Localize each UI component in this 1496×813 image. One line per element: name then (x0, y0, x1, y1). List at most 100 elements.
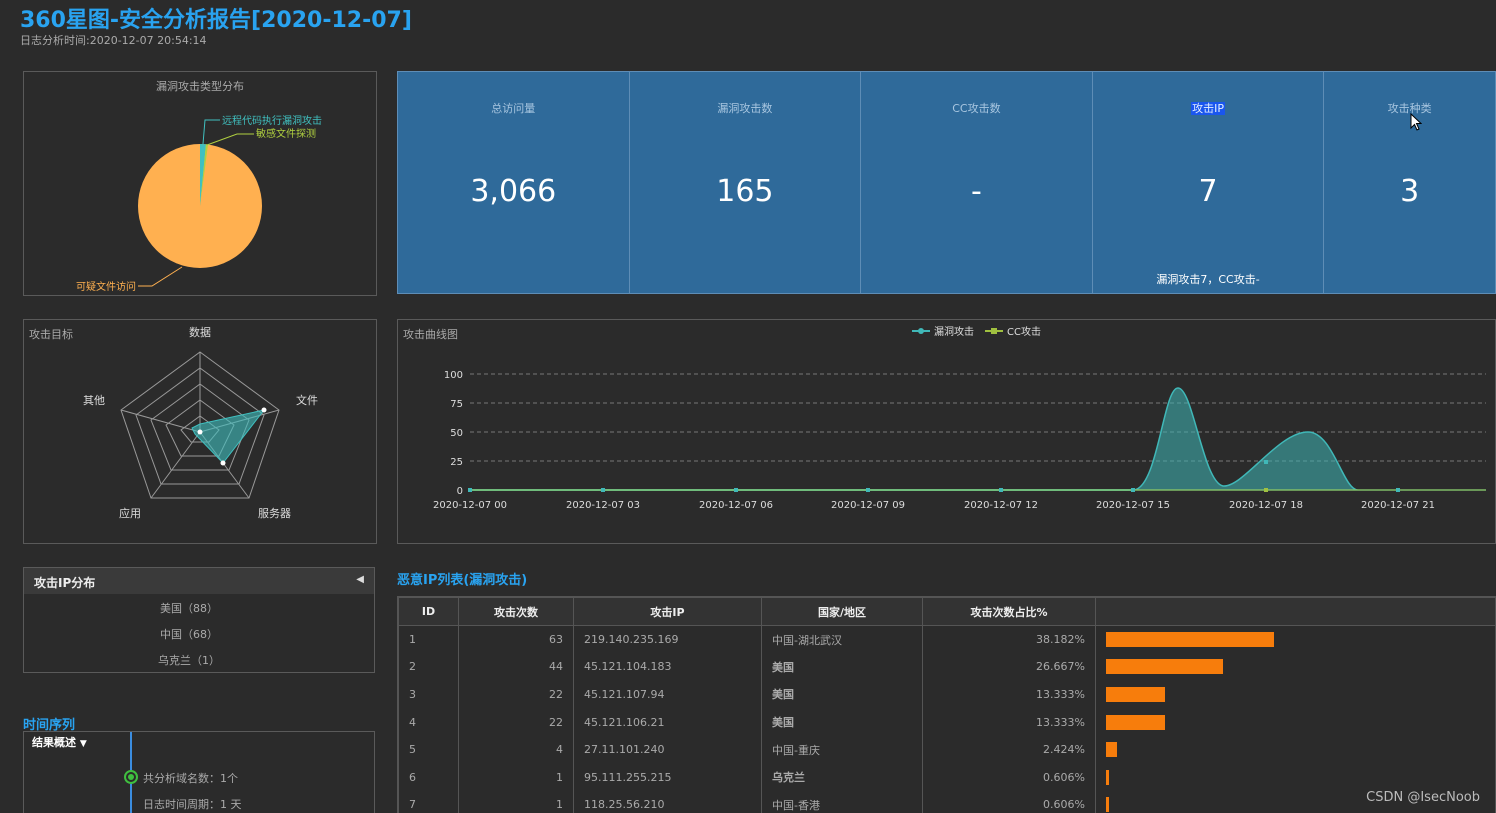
pct-cell: 13.333% (922, 680, 1096, 709)
pie-slice[interactable] (200, 144, 208, 206)
table-row[interactable]: 1 63 219.140.235.169 中国-湖北武汉 38.182% (398, 625, 1495, 654)
table-row[interactable]: 2 44 45.121.104.183 美国 26.667% (398, 653, 1495, 681)
pie-label: 远程代码执行漏洞攻击 (222, 114, 322, 127)
count-cell: 22 (458, 680, 574, 709)
stat-sub: 漏洞攻击7，CC攻击- (1156, 273, 1260, 286)
timeline-node-icon[interactable] (124, 770, 138, 784)
ip-cell: 95.111.255.215 (573, 763, 762, 792)
radar-axis-label: 其他 (83, 394, 105, 407)
legend-label: 漏洞攻击 (934, 325, 974, 338)
line-legend[interactable]: 漏洞攻击 CC攻击 (912, 325, 1041, 338)
y-tick-label: 100 (444, 370, 463, 381)
series-points[interactable] (468, 460, 1400, 492)
table-row[interactable]: 3 22 45.121.107.94 美国 13.333% (398, 680, 1495, 709)
count-cell: 44 (458, 653, 574, 681)
pct-bar (1106, 797, 1109, 813)
pct-bar-cell (1095, 680, 1495, 709)
id-cell: 1 (398, 625, 459, 654)
stat-attack-types[interactable]: 攻击种类 3 (1324, 72, 1495, 293)
x-tick-label: 2020-12-07 00 (433, 500, 507, 511)
count-cell: 1 (458, 763, 574, 792)
table-row[interactable]: 4 22 45.121.106.21 美国 13.333% (398, 708, 1495, 736)
count-cell: 22 (458, 708, 574, 736)
radar-point[interactable] (261, 407, 267, 413)
table-row[interactable]: 6 1 95.111.255.215 乌克兰 0.606% (398, 763, 1495, 792)
summary-label: 结果概述 (32, 736, 76, 749)
series-vuln-area[interactable] (1132, 387, 1486, 491)
table-header-row: ID 攻击次数 攻击IP 国家/地区 攻击次数占比% (398, 597, 1495, 626)
stat-value: 3,066 (470, 174, 557, 209)
x-tick-label: 2020-12-07 09 (831, 500, 905, 511)
y-tick-label: 25 (450, 457, 463, 468)
stat-vuln-attacks[interactable]: 漏洞攻击数 165 (629, 72, 862, 293)
x-tick-label: 2020-12-07 18 (1229, 500, 1303, 511)
region-cell: 乌克兰 (761, 763, 923, 792)
pct-cell: 0.606% (922, 763, 1096, 792)
ip-table-wrap: ID 攻击次数 攻击IP 国家/地区 攻击次数占比% 1 63 219.140.23… (397, 596, 1496, 813)
ip-cell: 27.11.101.240 (573, 735, 762, 764)
x-tick-label: 2020-12-07 21 (1361, 500, 1435, 511)
pct-bar (1106, 686, 1165, 702)
y-tick-label: 0 (457, 486, 463, 497)
column-header[interactable]: ID (398, 597, 459, 626)
line-title: 攻击曲线图 (403, 328, 458, 341)
stat-cc-attacks[interactable]: CC攻击数 - (861, 72, 1093, 293)
pct-cell: 13.333% (922, 708, 1096, 736)
legend-label: CC攻击 (1007, 325, 1041, 338)
radar-axis-label: 数据 (189, 325, 211, 339)
stat-value: 7 (1198, 174, 1218, 209)
id-cell: 4 (398, 708, 459, 736)
radar-point[interactable] (220, 460, 226, 466)
ip-cell: 219.140.235.169 (573, 625, 762, 654)
stat-label: 攻击IP (1191, 102, 1225, 115)
line-panel: 攻击曲线图 漏洞攻击 CC攻击 100 75 50 25 0 (397, 319, 1496, 544)
ip-dist-list: 美国（88） 中国（68） 乌克兰（1） (23, 594, 375, 673)
pie-title: 漏洞攻击类型分布 (156, 79, 244, 93)
pct-bar (1106, 742, 1117, 758)
table-row[interactable]: 7 1 118.25.56.210 中国-香港 0.606% (398, 791, 1495, 813)
stat-total-visits[interactable]: 总访问量 3,066 (398, 72, 630, 293)
ip-cell: 45.121.106.21 (573, 708, 762, 736)
pct-cell: 2.424% (922, 735, 1096, 764)
pie-slice[interactable] (200, 144, 206, 206)
radar-area[interactable] (191, 409, 266, 464)
pct-bar-cell (1095, 763, 1495, 792)
ip-dist-item[interactable]: 美国（88） (160, 602, 218, 615)
y-tick-label: 50 (450, 428, 463, 439)
ip-dist-item[interactable]: 乌克兰（1） (158, 654, 220, 667)
x-tick-label: 2020-12-07 03 (566, 500, 640, 511)
pct-bar (1106, 632, 1274, 648)
pct-bar-cell (1095, 791, 1495, 813)
id-cell: 6 (398, 763, 459, 792)
ip-dist-header[interactable]: 攻击IP分布 ◀ (23, 567, 375, 595)
timeline-panel: 结果概述 ▼ 共分析域名数：1个 日志时间周期：1 天 (23, 731, 375, 813)
radar-axis-label: 文件 (296, 393, 318, 407)
column-header[interactable]: 攻击次数占比% (922, 597, 1096, 626)
ip-table: ID 攻击次数 攻击IP 国家/地区 攻击次数占比% 1 63 219.140.23… (398, 597, 1495, 813)
summary-dropdown[interactable]: 结果概述 ▼ (32, 734, 87, 750)
ip-table-title: 恶意IP列表(漏洞攻击) (397, 573, 528, 588)
id-cell: 7 (398, 791, 459, 813)
ip-cell: 45.121.104.183 (573, 653, 762, 681)
stat-label: 攻击种类 (1387, 102, 1432, 115)
timeline-title: 时间序列 (23, 718, 76, 733)
radar-point[interactable] (197, 429, 203, 435)
collapse-arrow-icon[interactable]: ◀ (356, 574, 364, 585)
id-cell: 3 (398, 680, 459, 709)
radar-axis-label: 服务器 (258, 507, 291, 520)
pie-leader (202, 119, 220, 145)
region-cell: 中国-重庆 (761, 735, 923, 764)
column-header[interactable]: 国家/地区 (761, 597, 923, 626)
x-ticks: 2020-12-07 00 2020-12-07 03 2020-12-07 0… (433, 500, 1435, 511)
dropdown-arrow-icon: ▼ (79, 739, 87, 749)
line-chart: 漏洞攻击 CC攻击 100 75 50 25 0 (433, 325, 1486, 511)
table-row[interactable]: 5 4 27.11.101.240 中国-重庆 2.424% (398, 735, 1495, 764)
ip-dist-item[interactable]: 中国（68） (160, 628, 218, 641)
id-cell: 5 (398, 735, 459, 764)
column-header[interactable]: 攻击次数 (458, 597, 574, 626)
y-tick-label: 75 (450, 399, 463, 410)
pie-leader (138, 266, 183, 287)
stat-attack-ip[interactable]: 攻击IP 7 漏洞攻击7，CC攻击- (1092, 72, 1325, 293)
column-header[interactable]: 攻击IP (573, 597, 762, 626)
region-cell: 美国 (761, 653, 923, 681)
